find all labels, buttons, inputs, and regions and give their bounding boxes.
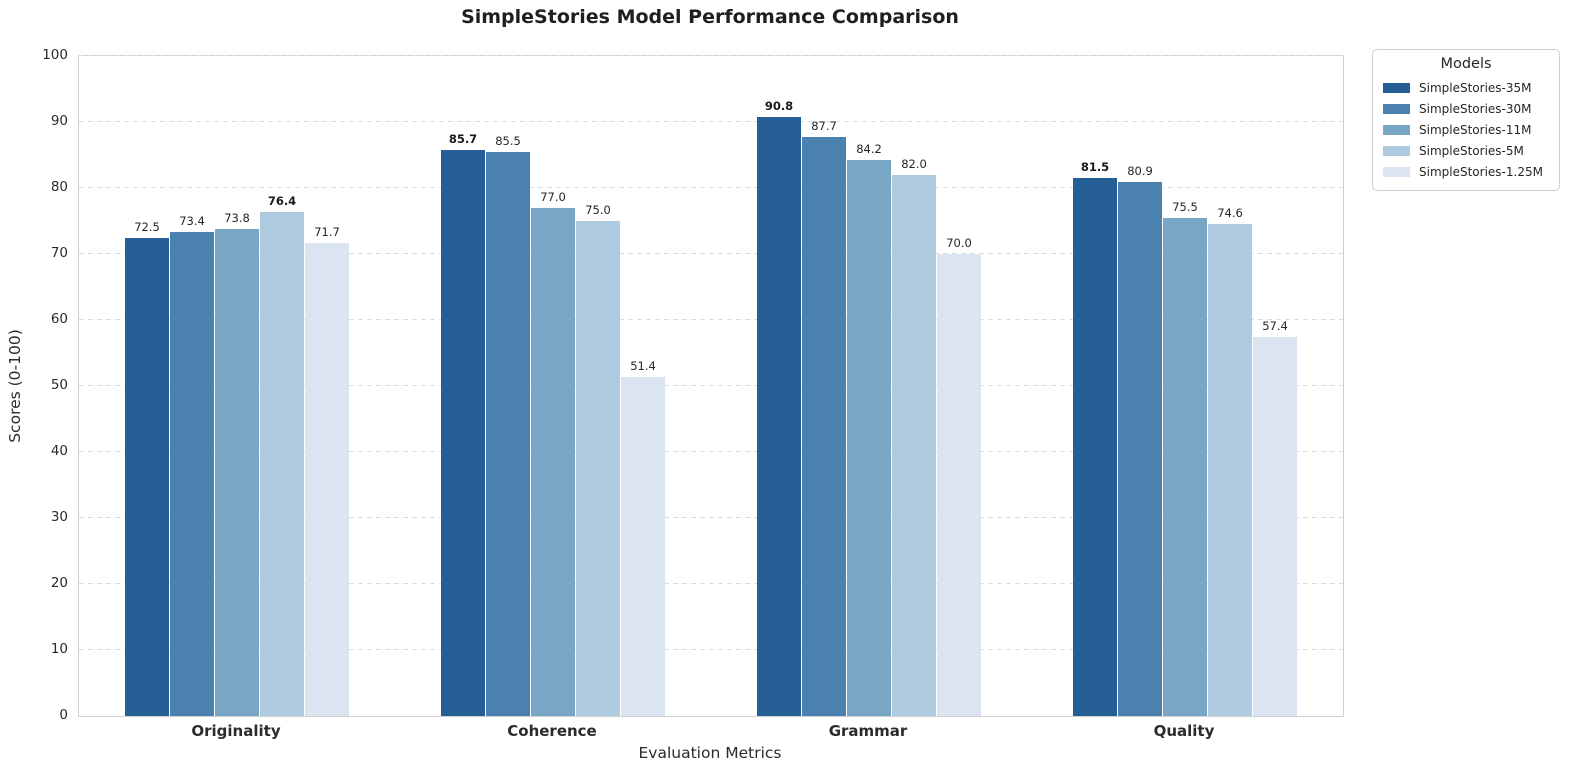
gridline	[79, 55, 1343, 56]
legend-swatch	[1383, 82, 1410, 93]
bar-value-label: 57.4	[1262, 319, 1288, 334]
y-tick-label: 100	[42, 47, 68, 63]
category-label: Originality	[191, 722, 281, 740]
bar-value-label: 51.4	[630, 358, 656, 373]
category-label: Grammar	[828, 722, 908, 740]
legend-label: SimpleStories-1.25M	[1419, 164, 1543, 179]
y-tick-label: 50	[50, 377, 68, 393]
bar: 80.9	[1118, 164, 1162, 716]
bar: 85.5	[486, 134, 530, 716]
gridline	[79, 253, 1343, 254]
gridline	[79, 517, 1343, 518]
legend-item: SimpleStories-35M	[1383, 77, 1549, 98]
bar-value-label: 76.4	[267, 193, 297, 208]
legend-item: SimpleStories-30M	[1383, 98, 1549, 119]
bar-group: 90.8 87.7 84.2 82.0 70.0	[711, 56, 1027, 716]
bar: 81.5	[1073, 160, 1117, 716]
gridline	[79, 187, 1343, 188]
bar-value-label: 84.2	[856, 142, 882, 157]
bar-groups: 72.5 73.4 73.8 76.4 71.7 85.7 85.5 77.0 75.0 51.4…	[79, 56, 1343, 716]
y-tick-label: 90	[50, 113, 68, 129]
bar: 73.8	[215, 211, 259, 716]
bar: 73.4	[170, 214, 214, 716]
bar-value-label: 75.0	[585, 203, 611, 217]
gridline	[79, 319, 1343, 320]
legend-title: Models	[1440, 56, 1492, 72]
bar: 74.6	[1208, 206, 1252, 716]
legend-item: SimpleStories-11M	[1383, 119, 1549, 140]
bar: 76.4	[260, 194, 304, 716]
bar: 71.7	[305, 225, 349, 716]
bar-value-label: 71.7	[314, 224, 340, 239]
legend-swatch	[1383, 124, 1410, 135]
bar-group: 72.5 73.4 73.8 76.4 71.7	[79, 56, 395, 716]
category-label: Quality	[1153, 722, 1215, 740]
category-label: Coherence	[507, 722, 597, 740]
x-axis-label: Evaluation Metrics	[638, 744, 782, 762]
bar: 82.0	[892, 157, 936, 716]
bar: 51.4	[621, 359, 665, 716]
plot-area: 72.5 73.4 73.8 76.4 71.7 85.7 85.5 77.0 75.0 51.4…	[78, 55, 1344, 717]
y-tick-label: 40	[50, 443, 68, 459]
bar: 85.7	[441, 132, 485, 716]
gridline	[79, 451, 1343, 452]
bar-value-label: 73.8	[224, 210, 250, 225]
legend-items: SimpleStories-35M SimpleStories-30M Simple…	[1383, 77, 1549, 182]
bar: 75.0	[576, 203, 620, 716]
legend-label: SimpleStories-35M	[1419, 80, 1532, 95]
y-tick-label: 10	[50, 641, 68, 657]
bar-value-label: 70.0	[946, 236, 972, 250]
bar: 72.5	[125, 220, 169, 716]
bar-value-label: 85.5	[495, 133, 521, 148]
y-tick-label: 30	[50, 509, 68, 525]
y-tick-label: 0	[59, 707, 68, 723]
gridline	[79, 583, 1343, 584]
gridline	[79, 385, 1343, 386]
y-axis-ticks: 0 10 20 30 40 50 60 70 80 90 100	[0, 47, 68, 723]
bar-value-label: 81.5	[1080, 160, 1110, 175]
bar-group: 81.5 80.9 75.5 74.6 57.4	[1027, 56, 1343, 716]
y-tick-label: 80	[50, 179, 68, 195]
bar-value-label: 74.6	[1217, 205, 1243, 220]
legend: Models SimpleStories-35M SimpleStories-30…	[1372, 49, 1560, 191]
legend-label: SimpleStories-30M	[1419, 101, 1532, 116]
bar: 87.7	[802, 119, 846, 716]
bar: 90.8	[757, 99, 801, 716]
category-labels: Originality Coherence Grammar Quality	[78, 722, 1342, 740]
bar: 70.0	[937, 236, 981, 716]
legend-swatch	[1383, 166, 1410, 177]
bar: 84.2	[847, 142, 891, 716]
bar-value-label: 82.0	[901, 156, 927, 171]
bar: 77.0	[531, 190, 575, 716]
y-tick-label: 60	[50, 311, 68, 327]
y-tick-label: 20	[50, 575, 68, 591]
bar-value-label: 77.0	[540, 189, 566, 204]
bar-value-label: 73.4	[179, 213, 205, 228]
legend-item: SimpleStories-5M	[1383, 140, 1549, 161]
bar-value-label: 90.8	[764, 98, 794, 113]
y-tick-label: 70	[50, 245, 68, 261]
bar-value-label: 75.5	[1172, 199, 1198, 214]
bar-value-label: 87.7	[811, 119, 837, 134]
bar: 57.4	[1253, 319, 1297, 716]
legend-label: SimpleStories-11M	[1419, 122, 1532, 137]
gridline	[79, 121, 1343, 122]
gridline	[79, 649, 1343, 650]
bar: 75.5	[1163, 200, 1207, 716]
chart-title: SimpleStories Model Performance Comparis…	[461, 6, 959, 28]
bar-value-label: 85.7	[448, 132, 478, 147]
legend-swatch	[1383, 103, 1410, 114]
bar-value-label: 80.9	[1127, 164, 1153, 179]
bar-value-label: 72.5	[134, 219, 160, 234]
bar-group: 85.7 85.5 77.0 75.0 51.4	[395, 56, 711, 716]
legend-swatch	[1383, 145, 1410, 156]
legend-item: SimpleStories-1.25M	[1383, 161, 1549, 182]
legend-label: SimpleStories-5M	[1419, 143, 1524, 158]
